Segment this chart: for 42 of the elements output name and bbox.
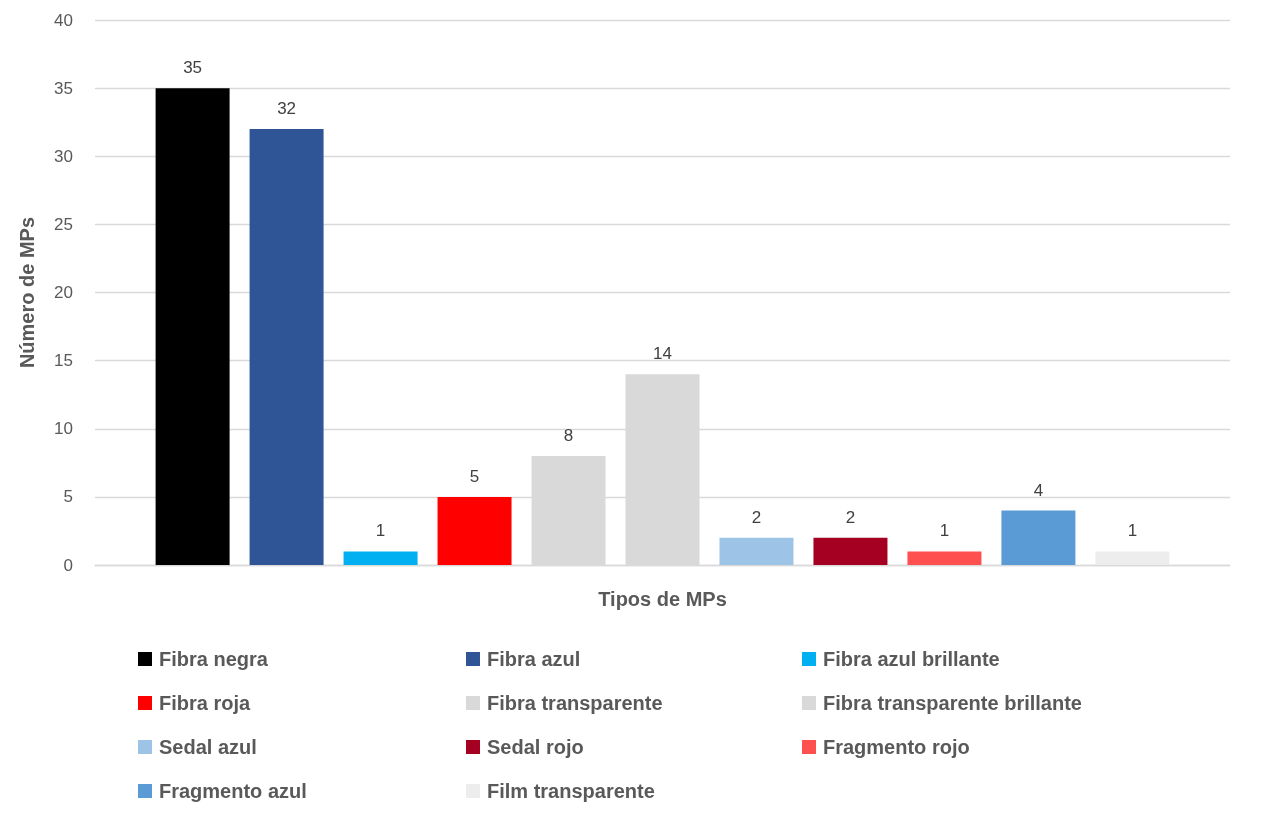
legend-label: Fibra azul brillante — [823, 648, 1000, 670]
bar — [1095, 551, 1170, 565]
data-label: 1 — [375, 521, 386, 541]
bar — [719, 537, 794, 565]
data-label: 8 — [563, 426, 574, 445]
legend-label: Fibra roja — [159, 692, 252, 714]
y-tick-label: 5 — [63, 487, 73, 507]
y-tick-label: 20 — [54, 283, 73, 302]
x-axis-title: Tipos de MPs — [598, 588, 727, 610]
legend-label: Sedal rojo — [487, 736, 584, 758]
legend-label: Fragmento azul — [159, 780, 307, 802]
y-tick-label: 40 — [54, 10, 73, 30]
bar — [1001, 510, 1076, 565]
legend-label: Fibra transparente — [487, 692, 663, 714]
y-tick-label: 30 — [54, 146, 73, 166]
legend-label: Sedal azul — [159, 736, 257, 758]
data-label: 14 — [653, 344, 672, 364]
legend-label: Fragmento rojo — [823, 736, 970, 758]
bar — [437, 496, 512, 565]
data-label: 2 — [845, 507, 856, 527]
data-label: 1 — [939, 521, 950, 541]
data-label: 35 — [183, 58, 203, 78]
data-label: 32 — [277, 99, 297, 118]
bar — [813, 537, 888, 565]
y-tick-label: 35 — [54, 78, 73, 98]
legend-label: Film transparente — [487, 780, 655, 802]
y-tick-label: 10 — [54, 419, 73, 439]
y-tick-label: 25 — [54, 214, 73, 234]
legend-label: Fibra negra — [159, 648, 269, 670]
data-label: 4 — [1033, 480, 1044, 500]
bar — [343, 551, 418, 565]
data-label: 2 — [751, 507, 762, 527]
legend-label: Fibra transparente brillante — [823, 692, 1082, 714]
bar — [907, 551, 982, 565]
data-label: 1 — [1127, 521, 1138, 541]
bar — [249, 129, 324, 565]
y-tick-label: 15 — [54, 351, 73, 371]
y-tick-label: 0 — [63, 555, 73, 575]
legend-label: Fibra azul — [487, 648, 581, 670]
data-label: 5 — [469, 466, 480, 486]
bar — [155, 88, 230, 565]
y-axis-title: Número de MPs — [16, 216, 38, 369]
